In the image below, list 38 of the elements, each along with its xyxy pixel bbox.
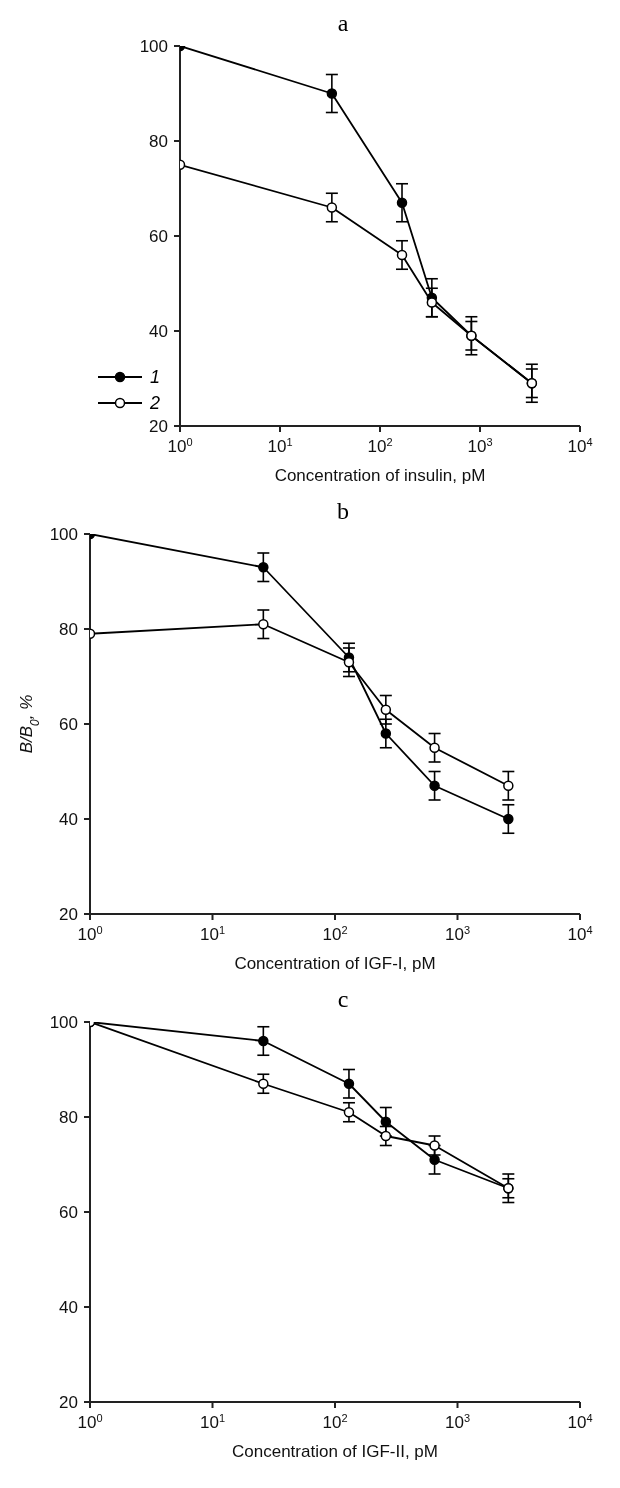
chart-title: a bbox=[336, 10, 350, 37]
x-tick-label: 10$^{2}$ bbox=[367, 436, 393, 456]
y-tick-label: 100 bbox=[139, 37, 168, 56]
x-tick-label: 10$^{0}$ bbox=[77, 1412, 103, 1432]
x-tick-label: 10$^{1}$ bbox=[199, 1412, 226, 1432]
chart-title: c bbox=[336, 986, 350, 1013]
x-tick-label: 10$^{1}$ bbox=[267, 436, 293, 456]
y-tick-label: 100 bbox=[49, 1013, 78, 1032]
x-axis-title: Concentration of IGF-I, pM bbox=[234, 954, 436, 973]
x-tick-label: 10$^{1}$ bbox=[199, 924, 226, 944]
x-axis-title: Concentration of insulin, pM bbox=[274, 466, 486, 485]
x-tick-label: 10$^{2}$ bbox=[322, 1412, 348, 1432]
legend-label: 2 bbox=[150, 392, 161, 414]
x-tick-label: 10$^{3}$ bbox=[444, 1412, 471, 1432]
y-tick-label: 80 bbox=[59, 620, 78, 639]
x-tick-label: 10$^{4}$ bbox=[567, 436, 593, 456]
y-tick-label: 80 bbox=[149, 132, 168, 151]
chart-title: b bbox=[336, 498, 350, 525]
x-tick-label: 10$^{2}$ bbox=[322, 924, 348, 944]
y-tick-label: 20 bbox=[59, 905, 78, 924]
y-tick-label: 20 bbox=[149, 417, 168, 436]
y-tick-label: 40 bbox=[59, 810, 78, 829]
x-tick-label: 10$^{3}$ bbox=[444, 924, 471, 944]
y-tick-label: 100 bbox=[49, 525, 78, 544]
x-axis-title: Concentration of IGF-II, pM bbox=[232, 1442, 438, 1461]
x-tick-label: 10$^{4}$ bbox=[567, 924, 593, 944]
y-tick-label: 60 bbox=[59, 715, 78, 734]
x-tick-label: 10$^{4}$ bbox=[567, 1412, 593, 1432]
x-tick-label: 10$^{3}$ bbox=[467, 436, 493, 456]
y-tick-label: 40 bbox=[59, 1298, 78, 1317]
y-tick-label: 40 bbox=[149, 322, 168, 341]
y-tick-label: 80 bbox=[59, 1108, 78, 1127]
legend-label: 1 bbox=[150, 366, 161, 388]
x-tick-label: 10$^{0}$ bbox=[77, 924, 103, 944]
y-tick-label: 20 bbox=[59, 1393, 78, 1412]
y-tick-label: 60 bbox=[149, 227, 168, 246]
x-tick-label: 10$^{0}$ bbox=[167, 436, 193, 456]
y-tick-label: 60 bbox=[59, 1203, 78, 1222]
